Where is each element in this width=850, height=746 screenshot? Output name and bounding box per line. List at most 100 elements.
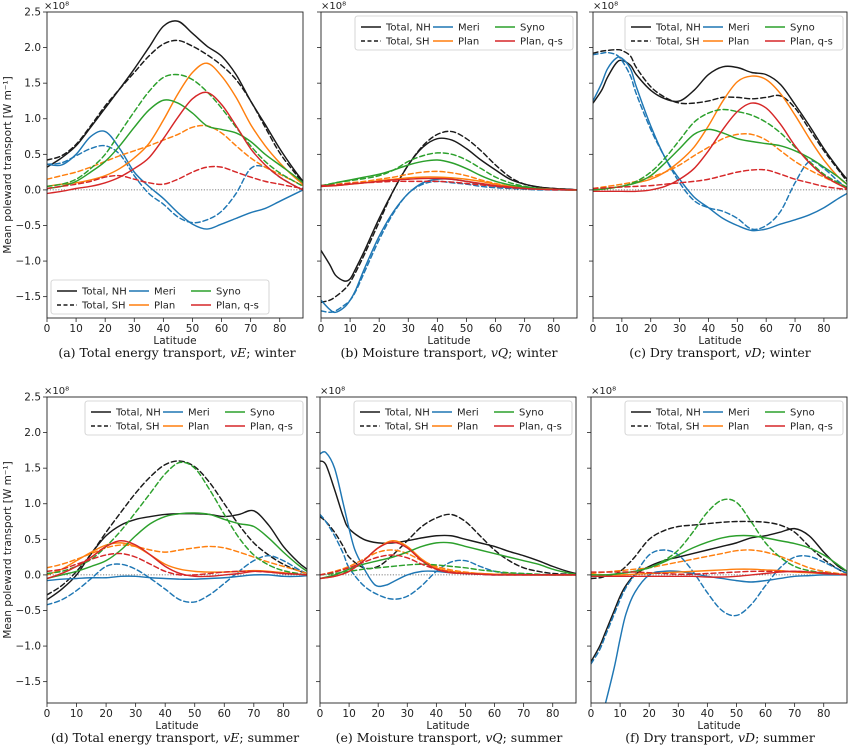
x-tick-label: 20 — [644, 323, 657, 335]
series-group — [47, 460, 307, 606]
legend-label: Plan, q-s — [790, 422, 833, 433]
series-line-total-sh — [321, 130, 577, 304]
caption-a: (a) Total energy transport, vE; winter — [58, 345, 296, 360]
y-tick-label: 0.5 — [24, 534, 41, 546]
legend-label: Total, NH — [655, 408, 701, 419]
legend-label: Meri — [458, 23, 480, 34]
x-tick-label: 0 — [44, 323, 51, 335]
y-tick-label: 1.5 — [24, 78, 41, 90]
legend-label: Plan, q-s — [216, 301, 259, 312]
series-line-total-nh — [47, 20, 303, 183]
legend: Total, NH Meri Syno Total, SH Plan Plan, q-s — [624, 400, 844, 436]
series-line-meri-sh — [321, 180, 577, 314]
plot-frame — [46, 11, 304, 319]
legend-label: Plan, q-s — [519, 422, 562, 433]
y-tick-label: −1.0 — [16, 256, 42, 268]
panel-f: 0 10 20 30 40 50 60 70 80 Latitude ×10⁸ Total, NH Me… — [587, 386, 848, 732]
plot-frame — [46, 396, 308, 704]
series-group — [591, 498, 847, 703]
x-tick-label: 60 — [488, 708, 501, 720]
x-axis-label: Latitude — [698, 335, 741, 347]
panel-c: 0 10 20 30 40 50 60 70 80 Latitude ×10⁸ Total, NH Me… — [589, 1, 848, 347]
y-tick-label: 0.0 — [24, 184, 41, 196]
series-line-total-sh — [593, 48, 847, 183]
series-line-plan-sh — [591, 549, 847, 575]
x-tick-label: 50 — [460, 323, 473, 335]
legend-label: Total, SH — [385, 37, 430, 48]
legend: Total, NH Meri Syno Total, SH Plan Plan, q-s — [84, 400, 304, 436]
legend-box — [624, 15, 844, 51]
x-tick-label: 40 — [157, 323, 170, 335]
series-line-meri-nh — [604, 570, 847, 703]
legend-box — [354, 15, 574, 51]
x-tick-label: 0 — [44, 708, 51, 720]
panel-a: 0 10 20 30 40 50 60 70 80 Latitude −1.5 −1.0 −0.5 0.0… — [2, 1, 304, 347]
series-group — [593, 48, 847, 232]
x-tick-label: 0 — [590, 323, 597, 335]
caption-c-math: vD — [744, 345, 762, 360]
x-tick-label: 80 — [546, 708, 559, 720]
plot-frame — [319, 396, 577, 704]
series-line-meri-nh — [47, 574, 307, 582]
caption-b-math: vQ — [490, 345, 509, 360]
series-line-plan_qs-sh — [593, 168, 847, 190]
legend-label: Plan, q-s — [250, 422, 293, 433]
legend: Total, NH Meri Syno Total, SH Plan Plan, q-s — [353, 400, 573, 436]
legend-label: Plan — [188, 422, 209, 433]
x-tick-label: 80 — [817, 708, 830, 720]
x-tick-label: 40 — [701, 708, 714, 720]
plot-frame — [320, 11, 578, 319]
y-tick-label: 2.0 — [24, 42, 41, 54]
series-line-syno-sh — [47, 461, 307, 576]
panel-e: 0 10 20 30 40 50 60 70 80 Latitude ×10⁸ Total, NH Me… — [316, 386, 577, 732]
series-group — [47, 20, 303, 230]
legend-label: Syno — [216, 287, 241, 298]
y-tick-label: 0.5 — [24, 149, 41, 161]
x-tick-label: 50 — [731, 323, 744, 335]
x-tick-label: 0 — [318, 323, 325, 335]
series-line-plan-sh — [47, 124, 303, 187]
series-line-plan_qs-nh — [47, 91, 303, 195]
x-axis-label: Latitude — [426, 720, 469, 732]
legend-label: Plan — [458, 37, 479, 48]
x-tick-label: 0 — [317, 708, 324, 720]
series-line-meri-sh — [591, 549, 847, 665]
legend-label: Meri — [728, 408, 750, 419]
series-line-syno-nh — [321, 159, 577, 191]
series-line-meri-sh — [47, 554, 307, 606]
series-line-plan_qs-sh — [321, 180, 577, 191]
series-line-meri-nh — [593, 56, 847, 232]
caption-d-math: vE — [223, 730, 240, 745]
series-line-meri-nh — [47, 130, 303, 230]
y-tick-label: 2.5 — [24, 392, 41, 404]
series-line-total-sh — [47, 39, 303, 184]
legend-label: Meri — [457, 408, 479, 419]
x-axis-label: Latitude — [153, 335, 196, 347]
legend-label: Meri — [188, 408, 210, 419]
legend-label: Syno — [520, 23, 545, 34]
y-multiplier: ×10⁸ — [44, 386, 69, 397]
x-tick-label: 10 — [343, 323, 356, 335]
x-tick-label: 70 — [788, 708, 801, 720]
legend-label: Meri — [728, 23, 750, 34]
series-line-plan-sh — [47, 544, 307, 575]
x-tick-label: 30 — [129, 708, 142, 720]
series-line-syno-sh — [321, 152, 577, 191]
series-line-plan_qs-sh — [320, 554, 576, 576]
y-tick-label: −1.0 — [16, 641, 42, 653]
legend-label: Total, NH — [115, 408, 161, 419]
series-line-meri-sh — [47, 144, 303, 224]
plot-frame — [592, 11, 848, 319]
y-tick-label: −1.5 — [16, 676, 42, 688]
y-multiplier: ×10⁸ — [320, 386, 345, 397]
x-tick-label: 30 — [672, 708, 685, 720]
x-tick-label: 10 — [613, 708, 626, 720]
series-line-syno-nh — [591, 534, 847, 576]
series-line-syno-nh — [47, 99, 303, 190]
x-tick-label: 70 — [788, 323, 801, 335]
x-tick-label: 50 — [186, 323, 199, 335]
y-multiplier: ×10⁸ — [44, 1, 69, 12]
x-tick-label: 70 — [517, 708, 530, 720]
series-line-syno-nh — [320, 541, 576, 580]
